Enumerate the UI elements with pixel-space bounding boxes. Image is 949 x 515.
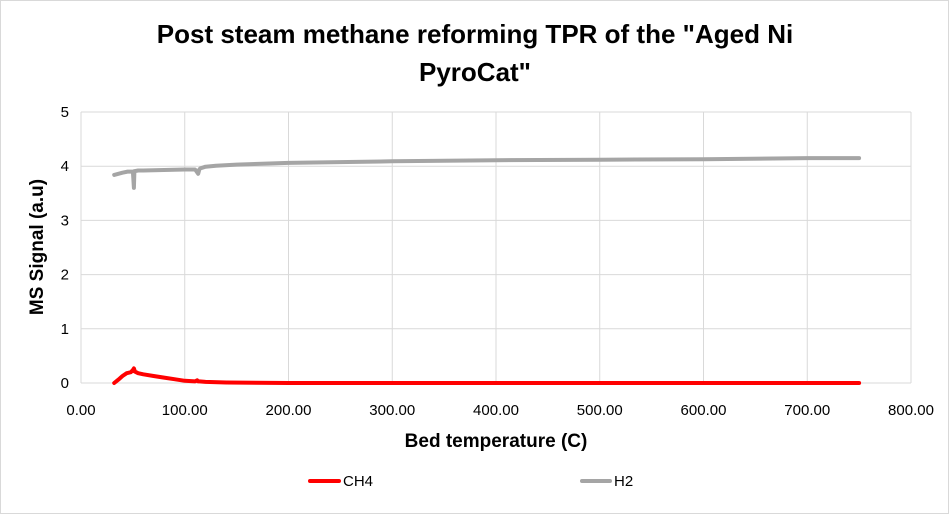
x-tick-label: 100.00 <box>162 402 208 419</box>
series-line-ch4 <box>112 366 862 385</box>
gridlines <box>80 111 912 384</box>
y-tick-label: 0 <box>61 375 69 392</box>
legend-label-ch4: CH4 <box>343 473 373 490</box>
y-tick-label: 1 <box>61 321 69 338</box>
chart-title-line-2: PyroCat" <box>419 57 531 87</box>
tick-labels: 0 1 2 3 4 5 0.00 100.00 200.00 300.00 400.00 500.00… <box>61 104 934 419</box>
x-tick-label: 300.00 <box>369 402 415 419</box>
legend: CH4 H2 <box>308 473 633 490</box>
legend-label-h2: H2 <box>614 473 633 490</box>
y-tick-label: 3 <box>61 212 69 229</box>
chart-title-line-1: Post steam methane reforming TPR of the … <box>157 19 793 49</box>
x-tick-label: 0.00 <box>66 402 95 419</box>
y-tick-label: 4 <box>61 158 69 175</box>
x-tick-label: 700.00 <box>784 402 830 419</box>
series-line-h2 <box>112 156 862 190</box>
y-tick-label: 5 <box>61 104 69 121</box>
x-tick-label: 500.00 <box>577 402 623 419</box>
x-tick-label: 600.00 <box>681 402 727 419</box>
x-axis-title: Bed temperature (C) <box>405 431 588 452</box>
plot-series <box>112 156 862 385</box>
x-tick-label: 200.00 <box>266 402 312 419</box>
x-tick-label: 800.00 <box>888 402 934 419</box>
y-tick-label: 2 <box>61 267 69 284</box>
y-axis-title: MS Signal (a.u) <box>27 179 48 315</box>
x-tick-label: 400.00 <box>473 402 519 419</box>
